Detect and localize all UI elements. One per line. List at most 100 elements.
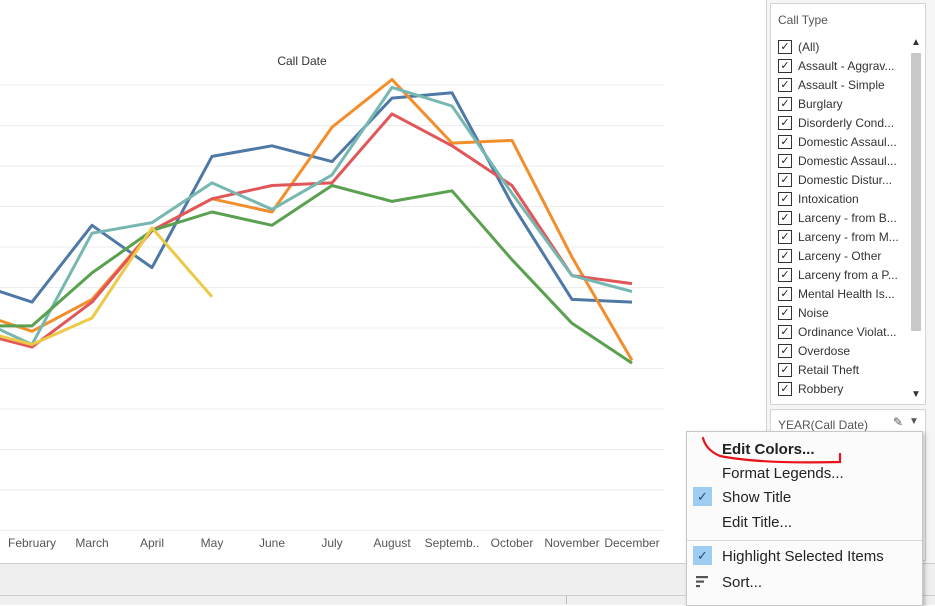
checkbox[interactable]: ✓	[778, 58, 792, 73]
filter-item[interactable]: ✓ Burglary	[778, 94, 904, 113]
line-chart: Call Date February March April May June July A…	[0, 54, 664, 550]
filter-item[interactable]: ✓ (All)	[778, 37, 904, 56]
checkbox[interactable]: ✓	[778, 172, 792, 187]
menu-item-format-legends[interactable]: Format Legends...	[687, 461, 922, 485]
checkbox[interactable]: ✓	[778, 115, 792, 130]
filter-item[interactable]: ✓ Mental Health Is...	[778, 284, 904, 303]
filter-item-label: Intoxication	[798, 191, 859, 206]
checkbox[interactable]: ✓	[778, 305, 792, 320]
x-tick-label: June	[259, 536, 285, 550]
x-tick-label: February	[8, 536, 56, 550]
filter-list: ✓ (All) ✓ Assault - Aggrav... ✓ Assault - Sim…	[778, 37, 904, 401]
menu-label: Sort...	[722, 574, 763, 591]
checkbox[interactable]: ✓	[778, 286, 792, 301]
menu-separator	[687, 540, 922, 541]
series-line-yellow[interactable]	[0, 226, 214, 346]
scroll-down-icon[interactable]: ▼	[911, 389, 921, 400]
menu-item-highlight-selected-items[interactable]: ✓ Highlight Selected Items	[687, 544, 922, 568]
filter-item-label: (All)	[798, 39, 820, 54]
checkbox[interactable]: ✓	[778, 77, 792, 92]
series-line-teal[interactable]	[0, 85, 633, 346]
series-line-blue[interactable]	[0, 91, 633, 304]
x-tick-label: April	[140, 536, 164, 550]
filter-scrollbar[interactable]: ▲ ▼	[909, 37, 923, 401]
legend-title: YEAR(Call Date)	[778, 418, 869, 432]
filter-item[interactable]: ✓ Noise	[778, 303, 904, 322]
filter-item-label: Assault - Simple	[798, 77, 885, 92]
scroll-thumb[interactable]	[911, 53, 921, 331]
filter-item-label: Ordinance Violat...	[798, 324, 897, 339]
filter-item-label: Noise	[798, 305, 829, 320]
filter-item[interactable]: ✓ Assault - Simple	[778, 75, 904, 94]
x-tick-label: August	[373, 536, 411, 550]
scroll-up-icon[interactable]: ▲	[911, 37, 921, 48]
filter-item-label: Larceny - from M...	[798, 229, 899, 244]
checkbox[interactable]: ✓	[778, 134, 792, 149]
filter-item-label: Larceny - Other	[798, 248, 882, 263]
checkbox[interactable]: ✓	[778, 267, 792, 282]
menu-item-edit-title[interactable]: Edit Title...	[687, 510, 922, 534]
checkbox[interactable]: ✓	[778, 153, 792, 168]
chart-title: Call Date	[277, 54, 327, 68]
x-tick-label: July	[321, 536, 342, 550]
checkbox[interactable]: ✓	[778, 324, 792, 339]
x-tick-label: November	[544, 536, 599, 550]
legend-context-menu: Edit Colors... Format Legends... ✓ Show …	[686, 431, 923, 606]
filter-item-label: Assault - Aggrav...	[798, 58, 895, 73]
menu-item-edit-colors[interactable]: Edit Colors...	[687, 437, 922, 461]
filter-item[interactable]: ✓ Larceny - from M...	[778, 227, 904, 246]
checkbox[interactable]: ✓	[778, 96, 792, 111]
filter-item[interactable]: ✓ Domestic Assaul...	[778, 151, 904, 170]
checkbox[interactable]: ✓	[778, 381, 792, 396]
checkbox[interactable]: ✓	[778, 248, 792, 263]
x-tick-label: Septemb..	[425, 536, 480, 550]
filter-item[interactable]: ✓ Larceny from a P...	[778, 265, 904, 284]
filter-item[interactable]: ✓ Domestic Assaul...	[778, 132, 904, 151]
filter-item-label: Burglary	[798, 96, 843, 111]
checkbox[interactable]: ✓	[778, 191, 792, 206]
bottom-divider	[0, 595, 935, 596]
checkbox[interactable]: ✓	[778, 362, 792, 377]
filter-item[interactable]: ✓ Larceny - Other	[778, 246, 904, 265]
filter-title: Call Type	[778, 13, 828, 27]
menu-label: Highlight Selected Items	[722, 548, 884, 565]
filter-item-label: Robbery	[798, 381, 844, 396]
filter-item[interactable]: ✓ Domestic Distur...	[778, 170, 904, 189]
filter-item-label: Overdose	[798, 343, 851, 358]
filter-item[interactable]: ✓ Assault - Aggrav...	[778, 56, 904, 75]
red-annotation-underline	[701, 436, 842, 464]
series-line-orange[interactable]	[0, 78, 634, 362]
filter-item-label: Domestic Distur...	[798, 172, 893, 187]
x-tick-label: March	[75, 536, 108, 550]
filter-item-label: Domestic Assaul...	[798, 153, 897, 168]
series-line-green[interactable]	[0, 184, 633, 365]
x-tick-label: May	[201, 536, 224, 550]
checkbox[interactable]: ✓	[778, 229, 792, 244]
checkbox[interactable]: ✓	[778, 343, 792, 358]
line-chart-area[interactable]: Call Date February March April May June July A…	[0, 0, 767, 563]
menu-label: Edit Title...	[722, 514, 793, 531]
filter-item[interactable]: ✓ Larceny - from B...	[778, 208, 904, 227]
filter-item[interactable]: ✓ Disorderly Cond...	[778, 113, 904, 132]
menu-label: Format Legends...	[722, 465, 844, 482]
filter-item-label: Retail Theft	[798, 362, 860, 377]
filter-item-label: Disorderly Cond...	[798, 115, 895, 130]
filter-item[interactable]: ✓ Intoxication	[778, 189, 904, 208]
filter-item[interactable]: ✓ Robbery	[778, 379, 904, 398]
legend-menu-caret-icon[interactable]: ▼	[909, 416, 919, 427]
checkbox[interactable]: ✓	[778, 210, 792, 225]
series-line-red[interactable]	[0, 112, 633, 349]
x-tick-label: December	[604, 536, 659, 550]
filter-item-label: Larceny - from B...	[798, 210, 897, 225]
checkmark-icon: ✓	[693, 546, 712, 565]
filter-item[interactable]: ✓ Retail Theft	[778, 360, 904, 379]
filter-item-label: Larceny from a P...	[798, 267, 898, 282]
menu-label: Show Title	[722, 489, 792, 506]
filter-item[interactable]: ✓ Overdose	[778, 341, 904, 360]
checkbox[interactable]: ✓	[778, 39, 792, 54]
menu-item-sort[interactable]: Sort...	[687, 570, 922, 594]
filter-item[interactable]: ✓ Ordinance Violat...	[778, 322, 904, 341]
menu-item-show-title[interactable]: ✓ Show Title	[687, 485, 922, 509]
pen-icon[interactable]: ✎	[893, 415, 904, 429]
menu-label: Edit Colors...	[722, 441, 815, 458]
